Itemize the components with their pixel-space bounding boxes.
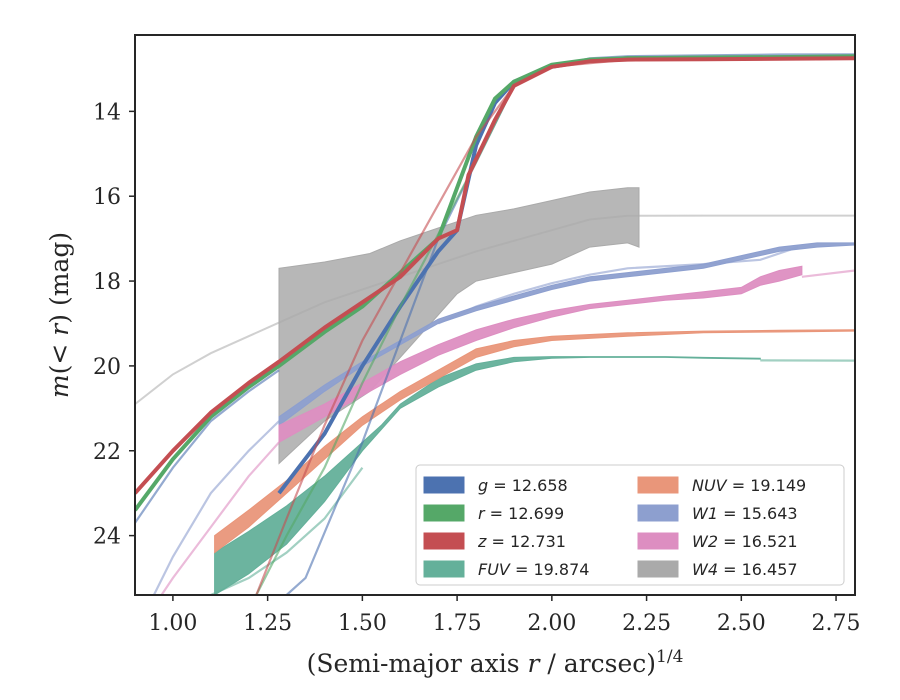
series-w4-band bbox=[278, 187, 640, 465]
x-tick-label: 2.50 bbox=[717, 611, 766, 636]
x-tick-label: 2.25 bbox=[622, 611, 671, 636]
y-axis-title: m(< r) (mag) bbox=[45, 232, 74, 398]
series-w1-extrapolation-2 bbox=[437, 246, 799, 325]
legend-swatch-z bbox=[423, 532, 465, 550]
y-tick-label: 22 bbox=[93, 440, 121, 465]
legend-swatch-g bbox=[423, 476, 465, 494]
x-tick-label: 1.25 bbox=[243, 611, 292, 636]
plot-area bbox=[135, 53, 855, 595]
series-w2-extrapolation-2 bbox=[801, 269, 855, 278]
axis-ticks: 1.00 1.25 1.50 1.75 2.00 2.25 2.50 2.75 14 16 18 20… bbox=[93, 100, 861, 636]
legend: g = 12.658 r = 12.699 z = 12.731 FUV = 19.8… bbox=[415, 464, 845, 586]
legend-label-z: z = 12.731 bbox=[477, 532, 566, 551]
legend-swatch-fuv bbox=[423, 560, 465, 578]
series-fuv-band bbox=[214, 356, 761, 595]
x-tick-label: 2.00 bbox=[527, 611, 576, 636]
x-tick-label: 1.75 bbox=[433, 611, 482, 636]
series-w1-band bbox=[278, 242, 855, 427]
legend-swatch-w4 bbox=[637, 560, 679, 578]
legend-label-nuv: NUV = 19.149 bbox=[692, 476, 806, 495]
y-tick-label: 20 bbox=[93, 355, 121, 380]
legend-box bbox=[415, 464, 845, 586]
series-w2-band bbox=[278, 265, 803, 444]
series-nuv-band bbox=[214, 329, 855, 554]
series-g-extrapolation bbox=[135, 369, 280, 524]
series-z-line bbox=[135, 56, 855, 495]
series-w1-extrapolation bbox=[152, 420, 280, 595]
legend-label-w2: W2 = 16.521 bbox=[692, 532, 798, 551]
axes-frame bbox=[134, 34, 856, 596]
legend-label-r: r = 12.699 bbox=[478, 504, 564, 523]
y-tick-label: 16 bbox=[93, 185, 121, 210]
legend-label-w4: W4 = 16.457 bbox=[692, 560, 798, 579]
x-tick-label: 2.75 bbox=[812, 611, 861, 636]
legend-label-w1: W1 = 15.643 bbox=[692, 504, 798, 523]
y-tick-label: 14 bbox=[93, 100, 121, 125]
legend-swatch-w2 bbox=[637, 532, 679, 550]
x-tick-label: 1.50 bbox=[338, 611, 387, 636]
legend-swatch-r bbox=[423, 504, 465, 522]
y-tick-label: 24 bbox=[93, 525, 121, 550]
legend-label-fuv: FUV = 19.874 bbox=[478, 560, 589, 579]
x-tick-label: 1.00 bbox=[148, 611, 197, 636]
y-tick-label: 18 bbox=[93, 270, 121, 295]
x-axis-title: (Semi-major axis r / arcsec)1/4 bbox=[307, 647, 684, 678]
legend-label-g: g = 12.658 bbox=[478, 476, 568, 495]
series-w2-extrapolation bbox=[160, 441, 280, 595]
legend-swatch-w1 bbox=[637, 504, 679, 522]
legend-swatch-nuv bbox=[637, 476, 679, 494]
